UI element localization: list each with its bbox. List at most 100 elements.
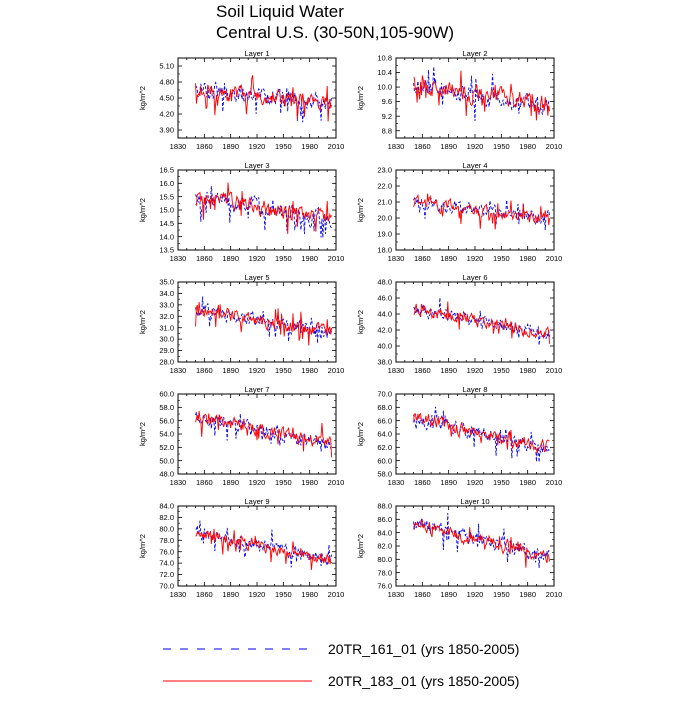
x-tick-label: 2010 xyxy=(328,590,345,599)
x-tick-label: 2010 xyxy=(546,142,563,151)
panel-layer-8: Layer 8 1830 1860 1890 1920 1950 1980 2010 58.0 6… xyxy=(356,385,562,487)
x-tick-label: 1980 xyxy=(519,366,536,375)
panel-title: Layer 7 xyxy=(244,385,269,394)
x-tick-label: 1920 xyxy=(467,142,484,151)
x-tick-label: 1860 xyxy=(196,366,213,375)
x-tick-label: 1830 xyxy=(170,254,187,263)
y-axis-label: kg/m^2 xyxy=(356,310,365,334)
panel-layer-3: Layer 3 1830 1860 1890 1920 1950 1980 2010 13.5 1… xyxy=(138,161,344,263)
x-tick-label: 1860 xyxy=(414,478,431,487)
y-tick-label: 23.0 xyxy=(377,166,392,175)
series-line-161 xyxy=(195,411,333,452)
y-tick-label: 88.0 xyxy=(377,502,392,511)
x-tick-label: 1950 xyxy=(493,142,510,151)
x-tick-label: 1950 xyxy=(493,254,510,263)
y-tick-label: 48.0 xyxy=(377,278,392,287)
x-tick-label: 1830 xyxy=(388,590,405,599)
panel-title: Layer 2 xyxy=(462,49,487,58)
y-tick-label: 66.0 xyxy=(377,416,392,425)
series-line-183 xyxy=(413,412,550,454)
x-tick-label: 1950 xyxy=(275,590,292,599)
x-tick-label: 1980 xyxy=(519,478,536,487)
x-tick-label: 1890 xyxy=(222,366,239,375)
x-tick-label: 1890 xyxy=(222,254,239,263)
x-tick-label: 1920 xyxy=(249,590,266,599)
series-line-183 xyxy=(195,301,333,346)
y-tick-label: 44.0 xyxy=(377,310,392,319)
panel-layer-1: Layer 1 1830 1860 1890 1920 1950 1980 2010 3.90 4… xyxy=(138,49,344,151)
panel-layer-7: Layer 7 1830 1860 1890 1920 1950 1980 2010 48.0 5… xyxy=(138,385,344,487)
y-tick-label: 60.0 xyxy=(377,456,392,465)
x-tick-label: 1830 xyxy=(170,366,187,375)
panel-title: Layer 6 xyxy=(462,273,487,282)
panels: Layer 1 1830 1860 1890 1920 1950 1980 2010 3.90 4… xyxy=(138,49,562,599)
y-tick-label: 34.0 xyxy=(159,289,174,298)
series-line-161 xyxy=(195,81,333,123)
y-tick-label: 9.6 xyxy=(382,97,392,106)
y-tick-label: 82.0 xyxy=(159,513,174,522)
y-tick-label: 50.0 xyxy=(159,456,174,465)
x-tick-label: 1830 xyxy=(170,478,187,487)
series-line-183 xyxy=(413,193,551,230)
x-tick-label: 2010 xyxy=(546,366,563,375)
x-tick-label: 1980 xyxy=(301,366,318,375)
y-tick-label: 9.2 xyxy=(382,112,392,121)
x-tick-label: 1860 xyxy=(196,478,213,487)
y-tick-label: 15.0 xyxy=(159,206,174,215)
y-tick-label: 52.0 xyxy=(159,443,174,452)
series-line-183 xyxy=(195,75,333,122)
y-tick-label: 80.0 xyxy=(159,524,174,533)
x-tick-label: 1920 xyxy=(467,590,484,599)
x-tick-label: 1950 xyxy=(493,366,510,375)
series-line-183 xyxy=(195,528,332,570)
x-tick-label: 1890 xyxy=(222,590,239,599)
x-tick-label: 1830 xyxy=(170,142,187,151)
x-tick-label: 1920 xyxy=(467,254,484,263)
x-tick-label: 2010 xyxy=(328,142,345,151)
y-axis-label: kg/m^2 xyxy=(138,198,147,222)
y-tick-label: 10.0 xyxy=(377,83,392,92)
y-tick-label: 46.0 xyxy=(377,294,392,303)
x-tick-label: 1950 xyxy=(493,478,510,487)
y-tick-label: 74.0 xyxy=(159,559,174,568)
y-axis-label: kg/m^2 xyxy=(138,534,147,558)
y-tick-label: 20.0 xyxy=(377,214,392,223)
chart-title-line1: Soil Liquid Water xyxy=(216,2,344,21)
y-tick-label: 14.0 xyxy=(159,232,174,241)
series-line-183 xyxy=(195,410,333,458)
x-tick-label: 1890 xyxy=(440,254,457,263)
y-tick-label: 76.0 xyxy=(159,547,174,556)
panel-title: Layer 8 xyxy=(462,385,487,394)
y-tick-label: 16.0 xyxy=(159,179,174,188)
series-line-183 xyxy=(413,301,551,344)
chart-title-line2: Central U.S. (30-50N,105-90W) xyxy=(216,23,454,42)
x-tick-label: 1860 xyxy=(414,254,431,263)
x-tick-label: 1950 xyxy=(275,254,292,263)
x-tick-label: 2010 xyxy=(546,590,563,599)
panel-title: Layer 5 xyxy=(244,273,269,282)
y-tick-label: 21.0 xyxy=(377,198,392,207)
y-tick-label: 72.0 xyxy=(159,570,174,579)
x-tick-label: 1860 xyxy=(196,254,213,263)
x-tick-label: 1980 xyxy=(301,142,318,151)
x-tick-label: 1980 xyxy=(301,254,318,263)
y-tick-label: 64.0 xyxy=(377,430,392,439)
y-tick-label: 15.5 xyxy=(159,192,174,201)
y-tick-label: 30.0 xyxy=(159,335,174,344)
panel-title: Layer 3 xyxy=(244,161,269,170)
series-line-183 xyxy=(413,70,551,121)
panel-title: Layer 4 xyxy=(462,161,487,170)
panel-layer-4: Layer 4 1830 1860 1890 1920 1950 1980 2010 18.0 1… xyxy=(356,161,562,263)
x-tick-label: 1890 xyxy=(440,478,457,487)
y-tick-label: 62.0 xyxy=(377,443,392,452)
y-tick-label: 78.0 xyxy=(377,568,392,577)
y-tick-label: 8.8 xyxy=(382,126,392,135)
y-tick-label: 3.90 xyxy=(159,126,174,135)
x-tick-label: 1890 xyxy=(222,142,239,151)
y-tick-label: 10.4 xyxy=(377,68,392,77)
x-tick-label: 2010 xyxy=(546,478,563,487)
y-tick-label: 84.0 xyxy=(377,528,392,537)
panel-layer-2: Layer 2 1830 1860 1890 1920 1950 1980 2010 8.8 9.… xyxy=(356,49,562,151)
x-tick-label: 1980 xyxy=(519,254,536,263)
y-tick-label: 22.0 xyxy=(377,182,392,191)
